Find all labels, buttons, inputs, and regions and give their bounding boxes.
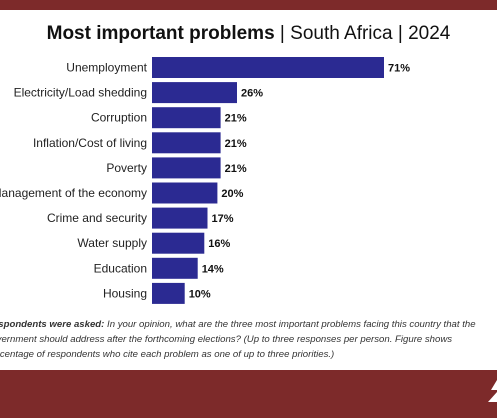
category-label-4: Poverty [106,161,147,175]
bar-3 [152,132,221,154]
value-label-5: 20% [221,188,243,200]
chart-title-year: 2024 [408,23,451,44]
logo-mark [488,380,497,402]
category-label-3: Inflation/Cost of living [33,136,147,150]
chart-title: Most important problems | South Africa |… [0,23,497,45]
note-text: In your opinion, what are the three most… [0,319,476,360]
bar-chart: Unemployment 71% Electricity/Load shedding… [0,57,410,304]
bar-2 [152,107,221,129]
chart-title-main: Most important problems [46,23,275,44]
category-label-1: Electricity/Load shedding [14,86,147,100]
chart-panel: Most important problems | South Africa |… [0,10,497,370]
bar-1 [152,82,237,104]
value-label-0: 71% [388,63,410,75]
bar-5 [152,182,218,204]
value-label-3: 21% [225,138,247,150]
value-label-1: 26% [241,88,263,100]
category-label-5: Management of the economy [0,186,147,200]
value-label-6: 17% [212,213,234,225]
value-label-8: 14% [202,263,224,275]
bar-9 [152,282,185,304]
bar-7 [152,232,205,254]
value-label-9: 10% [189,288,211,300]
value-label-7: 16% [208,238,230,250]
bar-6 [152,207,208,229]
methodology-note: Respondents were asked: In your opinion,… [0,317,491,362]
category-label-2: Corruption [91,111,147,125]
note-lead: Respondents were asked: [0,319,105,330]
title-separator-1: | [274,23,291,44]
chart-title-country: South Africa [290,23,393,44]
bar-4 [152,157,221,179]
title-separator-2: | [392,23,409,44]
category-label-9: Housing [103,286,147,300]
bar-8 [152,257,198,279]
category-label-0: Unemployment [66,61,147,75]
category-label-8: Education [94,261,147,275]
value-label-2: 21% [225,113,247,125]
bar-0 [152,57,384,78]
value-label-4: 21% [225,163,247,175]
category-label-7: Water supply [77,236,147,250]
category-label-6: Crime and security [47,211,147,225]
